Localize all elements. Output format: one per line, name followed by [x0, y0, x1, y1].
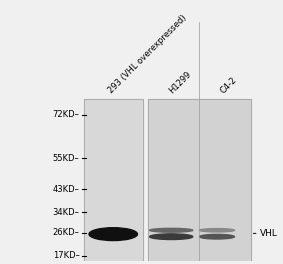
Bar — [83, 99, 143, 261]
Ellipse shape — [200, 234, 235, 239]
Text: H1299: H1299 — [168, 70, 193, 96]
Text: 72KD–: 72KD– — [53, 110, 80, 119]
Text: VHL: VHL — [260, 229, 278, 238]
Bar — [148, 99, 251, 261]
Text: 43KD–: 43KD– — [53, 185, 80, 194]
Ellipse shape — [200, 229, 235, 232]
Ellipse shape — [89, 228, 138, 241]
Text: 34KD–: 34KD– — [53, 208, 80, 217]
Text: 293 (VHL overexpressed): 293 (VHL overexpressed) — [107, 14, 189, 96]
Text: 26KD–: 26KD– — [53, 228, 80, 237]
Ellipse shape — [150, 228, 193, 232]
Ellipse shape — [150, 234, 193, 239]
Text: 17KD–: 17KD– — [53, 251, 80, 261]
Text: 55KD–: 55KD– — [53, 154, 80, 163]
Text: C4-2: C4-2 — [219, 76, 239, 96]
Bar — [83, 99, 143, 261]
Bar — [148, 99, 251, 261]
